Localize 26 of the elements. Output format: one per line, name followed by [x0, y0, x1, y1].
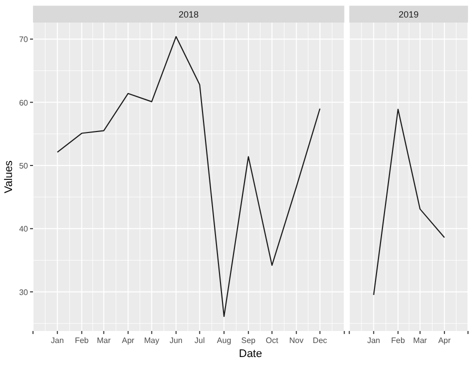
x-tick-label: Aug — [216, 336, 232, 345]
x-tick-label: Sep — [241, 336, 256, 345]
y-tick-label: 60 — [19, 98, 29, 108]
x-tick-label: Feb — [74, 336, 90, 345]
y-tick-label: 50 — [19, 161, 29, 170]
y-tick-label: 70 — [19, 35, 29, 44]
x-tick-label: Jan — [50, 336, 64, 345]
chart-title: 2018 — [178, 10, 199, 20]
x-axis-title: Date — [238, 348, 262, 360]
x-tick-label: Jul — [194, 336, 205, 345]
y-tick-label: 30 — [19, 288, 29, 297]
y-tick-label: 40 — [19, 224, 29, 234]
x-tick-label: Oct — [266, 336, 279, 345]
x-tick-label: May — [144, 336, 160, 345]
x-tick-label: Nov — [289, 336, 304, 345]
line-series — [56, 36, 320, 318]
x-tick-label: Apr — [122, 336, 135, 345]
x-tick-label: Mar — [413, 336, 428, 345]
x-tick-label: Jan — [367, 336, 380, 345]
chart-title: 2019 — [398, 10, 419, 20]
x-tick-label: Apr — [438, 336, 451, 345]
x-tick-label: Dec — [312, 336, 328, 345]
y-axis-title: Values — [3, 160, 15, 194]
x-tick-label: Jun — [170, 336, 183, 345]
x-tick-label: Feb — [391, 336, 406, 345]
x-tick-label: Mar — [96, 336, 111, 345]
